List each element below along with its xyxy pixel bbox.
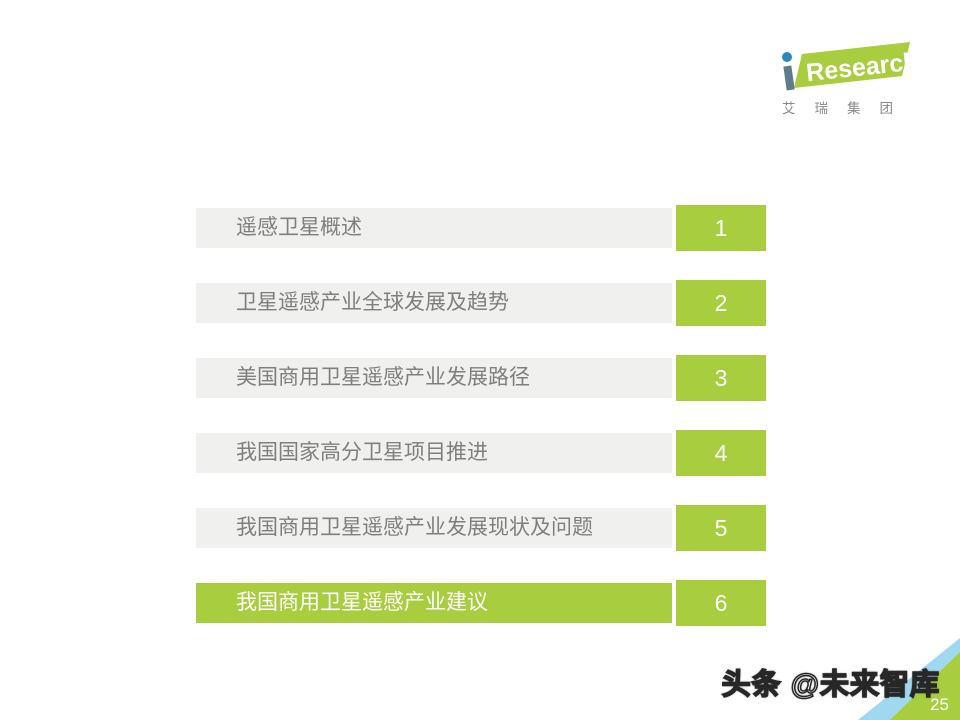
logo-i-dot [782, 52, 792, 62]
toc-item-label: 卫星遥感产业全球发展及趋势 [196, 283, 672, 323]
toc-item-label: 我国国家高分卫星项目推进 [196, 433, 672, 473]
toc-item-label: 我国商用卫星遥感产业建议 [196, 583, 672, 623]
iresearch-logo-icon: Research [782, 42, 916, 91]
logo-parallelogram [794, 42, 910, 88]
toc-item-label: 我国商用卫星遥感产业发展现状及问题 [196, 508, 672, 548]
toc-item[interactable]: 我国商用卫星遥感产业发展现状及问题 5 [196, 505, 766, 551]
toc-item-number: 3 [676, 355, 766, 401]
logo-subtitle: 艾瑞集团 [782, 101, 912, 116]
toc-item-number: 2 [676, 280, 766, 326]
toc-item[interactable]: 我国国家高分卫星项目推进 4 [196, 430, 766, 476]
toc-item-number: 5 [676, 505, 766, 551]
toc-item-number: 6 [676, 580, 766, 626]
corner-triangle-green [890, 652, 960, 720]
toc-item-number: 4 [676, 430, 766, 476]
toc-item[interactable]: 卫星遥感产业全球发展及趋势 2 [196, 280, 766, 326]
toc-item-label: 遥感卫星概述 [196, 208, 672, 248]
toc-item-label: 美国商用卫星遥感产业发展路径 [196, 358, 672, 398]
toc-list: 遥感卫星概述 1 卫星遥感产业全球发展及趋势 2 美国商用卫星遥感产业发展路径 … [196, 205, 766, 626]
toc-item[interactable]: 我国商用卫星遥感产业建议 6 [196, 580, 766, 626]
corner-triangles [858, 638, 960, 720]
toc-item[interactable]: 美国商用卫星遥感产业发展路径 3 [196, 355, 766, 401]
watermark-text: 头条 @未来智库 [721, 668, 940, 702]
toc-item-number: 1 [676, 205, 766, 251]
logo-i-stem [783, 65, 795, 91]
iresearch-logo: Research 艾瑞集团 [776, 40, 916, 117]
page-number: 25 [930, 695, 949, 714]
toc-item[interactable]: 遥感卫星概述 1 [196, 205, 766, 251]
